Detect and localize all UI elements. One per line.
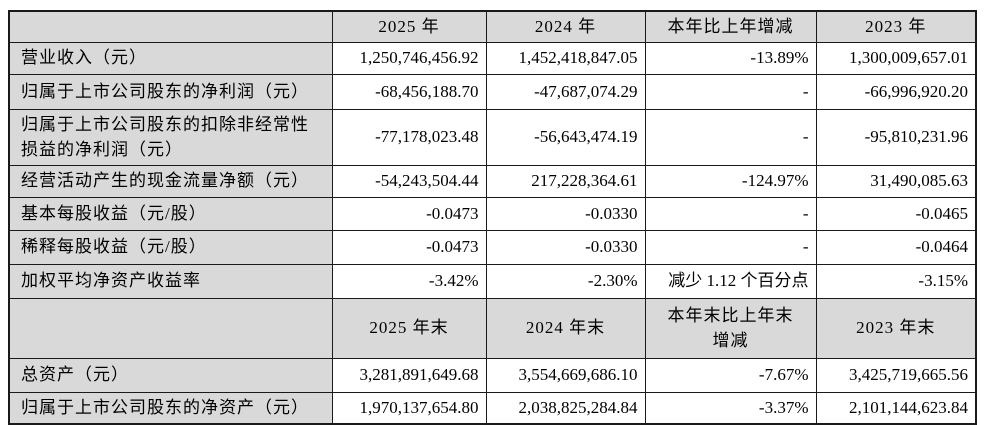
row-label: 总资产（元）	[8, 357, 333, 393]
value-2023: -3.15%	[815, 263, 977, 299]
value-2023: -0.0464	[815, 229, 977, 265]
value-change: 减少 1.12 个百分点	[644, 263, 817, 299]
value-2024: -47,687,074.29	[485, 73, 646, 110]
value-change: -	[644, 108, 817, 166]
header-2025-end: 2025 年末	[331, 297, 487, 359]
value-2023: -95,810,231.96	[815, 108, 977, 166]
value-2024: 1,452,418,847.05	[485, 41, 646, 75]
value-2023: 2,101,144,623.84	[815, 391, 977, 425]
row-label: 营业收入（元）	[8, 41, 333, 75]
value-change: -	[644, 196, 817, 231]
table-row-diluted-eps: 稀释每股收益（元/股） -0.0473 -0.0330 - -0.0464	[8, 229, 977, 265]
table-row-basic-eps: 基本每股收益（元/股） -0.0473 -0.0330 - -0.0465	[8, 196, 977, 231]
value-2023: 1,300,009,657.01	[815, 41, 977, 75]
value-2024: -0.0330	[485, 196, 646, 231]
header-2025: 2025 年	[331, 10, 487, 43]
value-2025: 1,970,137,654.80	[331, 391, 487, 425]
row-label: 归属于上市公司股东的扣除非经常性损益的净利润（元）	[8, 108, 333, 166]
header-change: 本年比上年增减	[644, 10, 817, 43]
row-label: 归属于上市公司股东的净利润（元）	[8, 73, 333, 110]
value-2024: -56,643,474.19	[485, 108, 646, 166]
value-2024: 3,554,669,686.10	[485, 357, 646, 393]
financial-summary: 2025 年 2024 年 本年比上年增减 2023 年 营业收入（元） 1,2…	[8, 10, 977, 425]
value-2025: -0.0473	[331, 229, 487, 265]
row-label: 归属于上市公司股东的净资产（元）	[8, 391, 333, 425]
value-2025: -77,178,023.48	[331, 108, 487, 166]
value-2023: -0.0465	[815, 196, 977, 231]
table-row-total-assets: 总资产（元） 3,281,891,649.68 3,554,669,686.10…	[8, 357, 977, 393]
row-label: 基本每股收益（元/股）	[8, 196, 333, 231]
table-row-revenue: 营业收入（元） 1,250,746,456.92 1,452,418,847.0…	[8, 41, 977, 75]
value-2025: 1,250,746,456.92	[331, 41, 487, 75]
table-row-operating-cash-flow: 经营活动产生的现金流量净额（元） -54,243,504.44 217,228,…	[8, 164, 977, 198]
value-2024: 2,038,825,284.84	[485, 391, 646, 425]
row-label: 稀释每股收益（元/股）	[8, 229, 333, 265]
table-row-weighted-avg-roe: 加权平均净资产收益率 -3.42% -2.30% 减少 1.12 个百分点 -3…	[8, 263, 977, 299]
value-2024: 217,228,364.61	[485, 164, 646, 198]
header-row-year-end: 2025 年末 2024 年末 本年末比上年末 增减 2023 年末	[8, 297, 977, 359]
value-2024: -0.0330	[485, 229, 646, 265]
value-change: -124.97%	[644, 164, 817, 198]
header-row-annual: 2025 年 2024 年 本年比上年增减 2023 年	[8, 10, 977, 43]
value-2025: -3.42%	[331, 263, 487, 299]
financial-summary-table: 2025 年 2024 年 本年比上年增减 2023 年 营业收入（元） 1,2…	[8, 10, 977, 425]
value-2025: -68,456,188.70	[331, 73, 487, 110]
row-label: 加权平均净资产收益率	[8, 263, 333, 299]
table-row-net-profit: 归属于上市公司股东的净利润（元） -68,456,188.70 -47,687,…	[8, 73, 977, 110]
header-2024: 2024 年	[485, 10, 646, 43]
value-2023: 31,490,085.63	[815, 164, 977, 198]
header-2024-end: 2024 年末	[485, 297, 646, 359]
value-2025: 3,281,891,649.68	[331, 357, 487, 393]
value-change: -	[644, 73, 817, 110]
header-2023: 2023 年	[815, 10, 977, 43]
header-blank-cell	[8, 10, 333, 43]
header-2023-end: 2023 年末	[815, 297, 977, 359]
row-label: 经营活动产生的现金流量净额（元）	[8, 164, 333, 198]
value-change: -13.89%	[644, 41, 817, 75]
table-row-net-profit-excl-nonrecurring: 归属于上市公司股东的扣除非经常性损益的净利润（元） -77,178,023.48…	[8, 108, 977, 166]
value-2024: -2.30%	[485, 263, 646, 299]
value-change: -3.37%	[644, 391, 817, 425]
header-change-end: 本年末比上年末 增减	[644, 297, 817, 359]
value-change: -7.67%	[644, 357, 817, 393]
value-change: -	[644, 229, 817, 265]
value-2023: 3,425,719,665.56	[815, 357, 977, 393]
value-2025: -54,243,504.44	[331, 164, 487, 198]
header-blank-cell	[8, 297, 333, 359]
table-row-net-assets: 归属于上市公司股东的净资产（元） 1,970,137,654.80 2,038,…	[8, 391, 977, 425]
value-2025: -0.0473	[331, 196, 487, 231]
value-2023: -66,996,920.20	[815, 73, 977, 110]
